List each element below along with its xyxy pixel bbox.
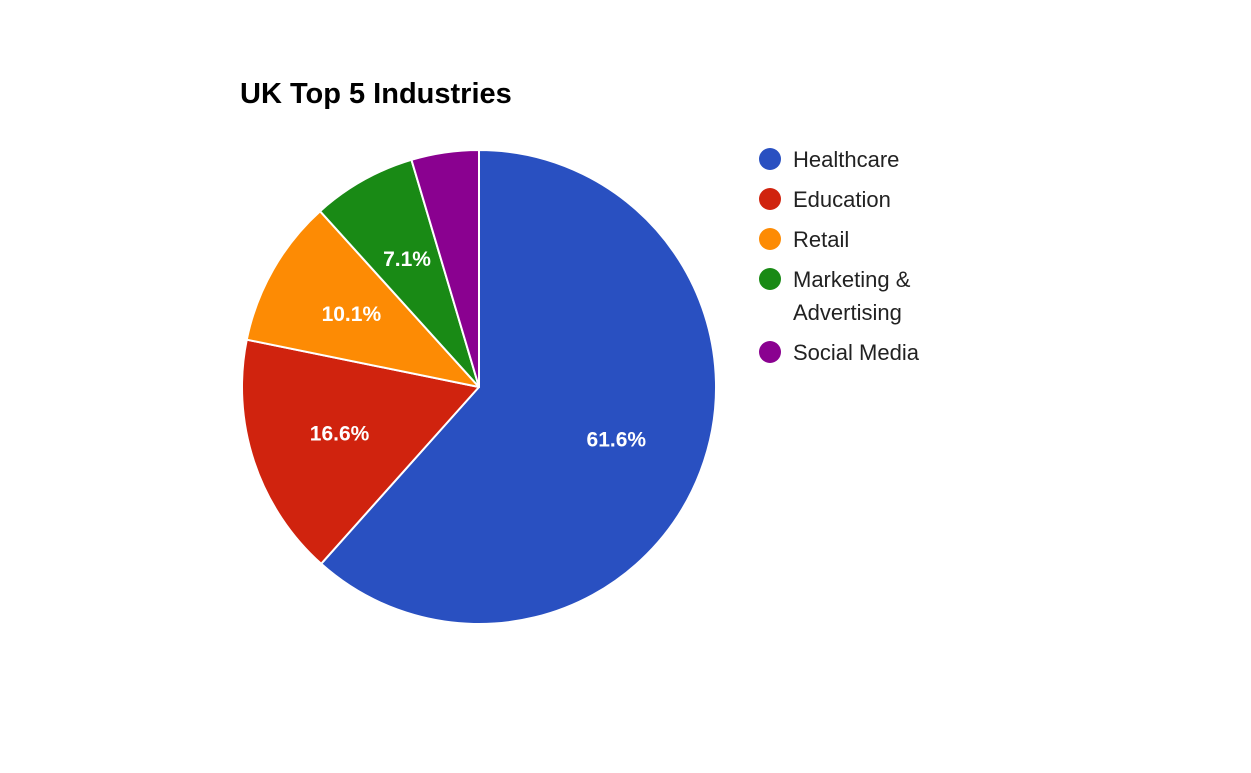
legend-label-marketing-and-advertising-line-1: Marketing & xyxy=(793,267,911,292)
slice-label-healthcare: 61.6% xyxy=(587,428,647,451)
pie-slice-marketing-and-advertising xyxy=(319,158,480,388)
legend-item-marketing-and-advertising: Marketing & Advertising xyxy=(759,267,911,325)
legend-marker-social-media xyxy=(759,341,781,363)
pie-slice-social-media xyxy=(410,149,480,388)
legend-label-social-media: Social Media xyxy=(793,340,920,365)
legend-label-marketing-and-advertising-line-2: Advertising xyxy=(793,300,902,325)
pie-slice-retail xyxy=(245,210,480,388)
legend: Healthcare Education Retail Marketing & Adve… xyxy=(759,147,920,365)
legend-item-retail: Retail xyxy=(759,227,849,252)
legend-item-social-media: Social Media xyxy=(759,340,920,365)
pie-slices xyxy=(241,149,717,625)
legend-marker-retail xyxy=(759,228,781,250)
slice-label-marketing-and-advertising: 7.1% xyxy=(383,248,431,271)
legend-label-education: Education xyxy=(793,187,891,212)
legend-marker-healthcare xyxy=(759,148,781,170)
slice-label-retail: 10.1% xyxy=(322,303,382,326)
pie-slice-education xyxy=(241,338,480,565)
legend-label-healthcare: Healthcare xyxy=(793,147,899,172)
slice-labels: 61.6% 16.6% 10.1% 7.1% xyxy=(310,248,647,451)
legend-label-retail: Retail xyxy=(793,227,849,252)
legend-item-education: Education xyxy=(759,187,891,212)
chart-title: UK Top 5 Industries xyxy=(240,78,512,110)
legend-marker-marketing-and-advertising xyxy=(759,268,781,290)
legend-marker-education xyxy=(759,188,781,210)
slice-label-education: 16.6% xyxy=(310,422,370,445)
pie-slice-healthcare xyxy=(320,149,717,625)
legend-item-healthcare: Healthcare xyxy=(759,147,899,172)
